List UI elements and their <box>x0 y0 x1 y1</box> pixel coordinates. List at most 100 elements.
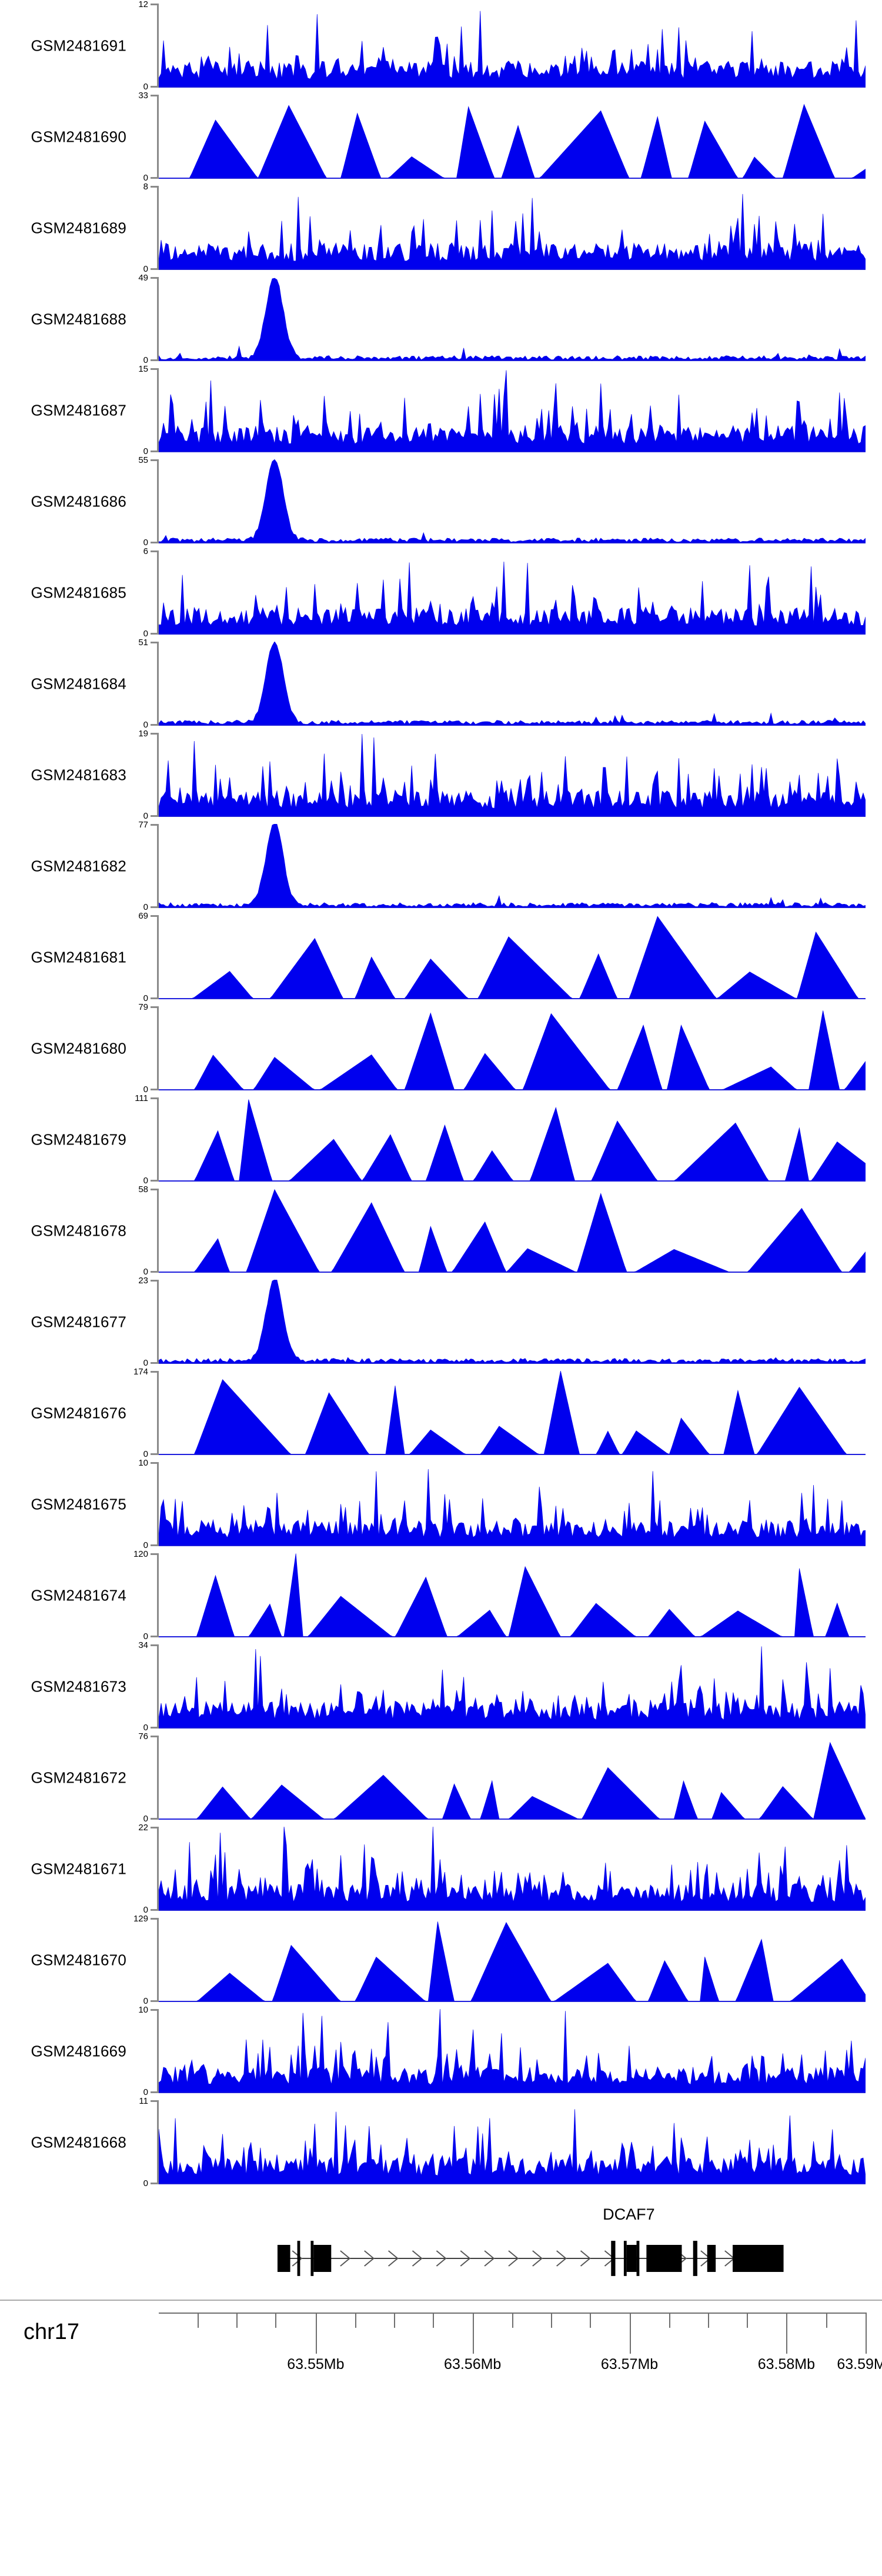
coverage-track: GSM2481683 19 0 <box>0 729 882 820</box>
y-axis-tick-max <box>151 1097 159 1099</box>
y-axis-max-label: 11 <box>139 2096 148 2106</box>
track-label: GSM2481689 <box>31 219 126 236</box>
coverage-track-list: GSM2481691 12 0 GSM2481690 33 0 GSM2481689 8 0 GS… <box>0 0 882 2188</box>
coverage-track: GSM2481685 6 0 <box>0 547 882 638</box>
y-axis-tick-max <box>151 642 159 643</box>
coverage-plot <box>159 1553 866 1637</box>
track-label: GSM2481674 <box>31 1586 126 1604</box>
y-axis-line <box>157 1280 159 1364</box>
gene-model-area: DCAF7 <box>159 2188 866 2300</box>
axis-tick-minor <box>236 2313 238 2328</box>
y-axis-tick-min <box>151 2183 159 2184</box>
y-axis-tick-min <box>151 177 159 179</box>
coverage-track: GSM2481671 22 0 <box>0 1823 882 1914</box>
y-axis-line <box>157 1553 159 1637</box>
coverage-plot <box>159 915 866 999</box>
track-label: GSM2481686 <box>31 492 126 510</box>
coverage-baseline <box>159 1910 866 1911</box>
coverage-baseline <box>159 1545 866 1546</box>
y-axis-min-label: 0 <box>143 902 148 912</box>
track-y-axis: 79 0 <box>136 1003 159 1094</box>
y-axis-line <box>157 368 159 452</box>
coverage-plot <box>159 1736 866 1820</box>
axis-tick-minor <box>198 2313 199 2328</box>
y-axis-min-label: 0 <box>143 720 148 730</box>
y-axis-max-label: 10 <box>138 1458 148 1468</box>
axis-tick-label: 63.55Mb <box>287 2356 345 2373</box>
y-axis-min-label: 0 <box>143 264 148 274</box>
track-y-axis: 22 0 <box>136 1823 159 1914</box>
track-y-axis: 77 0 <box>136 820 159 912</box>
axis-tick-minor <box>669 2313 670 2328</box>
coverage-baseline <box>159 542 866 543</box>
y-axis-tick-min <box>151 451 159 452</box>
coverage-baseline <box>159 2092 866 2093</box>
coverage-track: GSM2481680 79 0 <box>0 1003 882 1094</box>
y-axis-tick-min <box>151 1909 159 1911</box>
coverage-baseline <box>159 1818 866 1820</box>
axis-tick-minor <box>275 2313 277 2328</box>
coverage-plot <box>159 459 866 543</box>
gene-label: DCAF7 <box>603 2205 655 2223</box>
y-axis-line <box>157 1371 159 1455</box>
y-axis-tick-min <box>151 1089 159 1090</box>
y-axis-min-label: 0 <box>143 1723 148 1733</box>
coverage-baseline <box>159 451 866 452</box>
track-label: GSM2481669 <box>31 2042 126 2060</box>
chromosome-axis-track: chr17 63.55Mb 63.56Mb 63.57Mb 63.58Mb 63.59M… <box>0 2300 882 2441</box>
y-axis-tick-max <box>151 1462 159 1464</box>
axis-tick-minor <box>394 2313 396 2328</box>
y-axis-line <box>157 1918 159 2002</box>
coverage-plot <box>159 1918 866 2002</box>
coverage-baseline <box>159 1636 866 1637</box>
y-axis-tick-max <box>151 4 159 5</box>
y-axis-line <box>157 642 159 726</box>
y-axis-tick-max <box>151 550 159 552</box>
axis-tick-major <box>315 2313 317 2354</box>
coverage-track: GSM2481687 15 0 <box>0 365 882 456</box>
coverage-baseline <box>159 1727 866 1729</box>
coverage-baseline <box>159 269 866 270</box>
track-y-axis: 12 0 <box>136 0 159 91</box>
y-axis-max-label: 23 <box>138 1276 148 1286</box>
y-axis-tick-max <box>151 368 159 370</box>
axis-tick-major <box>472 2313 474 2354</box>
y-axis-tick-min <box>151 997 159 999</box>
coverage-track: GSM2481690 33 0 <box>0 91 882 182</box>
track-y-axis: 23 0 <box>136 1276 159 1367</box>
track-label: GSM2481682 <box>31 857 126 875</box>
track-y-axis: 55 0 <box>136 456 159 547</box>
y-axis-max-label: 15 <box>138 364 148 374</box>
coverage-baseline <box>159 2183 866 2184</box>
y-axis-max-label: 19 <box>138 729 148 739</box>
y-axis-min-label: 0 <box>143 2178 148 2188</box>
y-axis-tick-max <box>151 1827 159 1828</box>
y-axis-tick-max <box>151 1918 159 1920</box>
coverage-baseline <box>159 1454 866 1455</box>
track-label: GSM2481685 <box>31 583 126 601</box>
chromosome-ruler: 63.55Mb 63.56Mb 63.57Mb 63.58Mb 63.59Mb <box>159 2300 882 2441</box>
y-axis-line <box>157 459 159 543</box>
track-label: GSM2481677 <box>31 1313 126 1330</box>
y-axis-tick-max <box>151 733 159 735</box>
axis-tick-minor <box>433 2313 435 2328</box>
y-axis-min-label: 0 <box>143 1267 148 1277</box>
track-label: GSM2481691 <box>31 36 126 54</box>
track-label: GSM2481673 <box>31 1677 126 1695</box>
y-axis-tick-max <box>151 1189 159 1190</box>
coverage-baseline <box>159 633 866 635</box>
y-axis-max-label: 8 <box>143 182 148 192</box>
y-axis-tick-max <box>151 1553 159 1555</box>
y-axis-max-label: 51 <box>138 638 148 648</box>
coverage-track: GSM2481673 34 0 <box>0 1641 882 1732</box>
track-label: GSM2481687 <box>31 401 126 419</box>
coverage-plot <box>159 824 866 908</box>
y-axis-min-label: 0 <box>143 1905 148 1915</box>
y-axis-min-label: 0 <box>143 993 148 1003</box>
y-axis-max-label: 120 <box>133 1549 148 1559</box>
y-axis-min-label: 0 <box>143 1631 148 1641</box>
y-axis-line <box>157 186 159 270</box>
y-axis-min-label: 0 <box>143 1085 148 1095</box>
y-axis-line <box>157 2009 159 2093</box>
